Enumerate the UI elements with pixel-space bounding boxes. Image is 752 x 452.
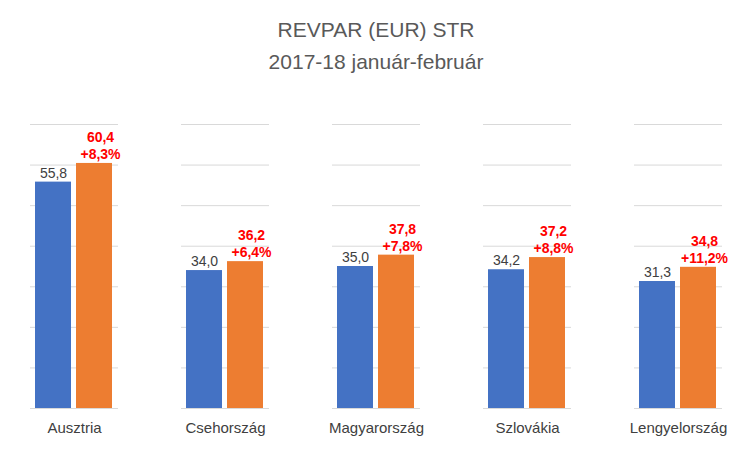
- svg-text:36,2: 36,2: [238, 227, 265, 243]
- svg-text:34,0: 34,0: [191, 253, 218, 269]
- svg-text:35,0: 35,0: [342, 249, 369, 265]
- svg-text:+7,8%: +7,8%: [382, 238, 423, 254]
- svg-text:+8,8%: +8,8%: [533, 240, 574, 256]
- svg-text:Csehország: Csehország: [185, 419, 265, 436]
- svg-text:+8,3%: +8,3%: [80, 146, 121, 162]
- svg-text:Magyarország: Magyarország: [329, 419, 424, 436]
- svg-text:Lengyelország: Lengyelország: [630, 419, 728, 436]
- html-text:REVPAR (EUR) STR: REVPAR (EUR) STR: [277, 18, 475, 41]
- svg-text:+11,2%: +11,2%: [681, 250, 729, 266]
- svg-text:Ausztria: Ausztria: [47, 419, 102, 436]
- svg-text:Szlovákia: Szlovákia: [495, 419, 560, 436]
- html-text:2017-18 január-február: 2017-18 január-február: [268, 50, 484, 73]
- svg-text:34,8: 34,8: [691, 233, 718, 249]
- svg-text:55,8: 55,8: [40, 165, 67, 181]
- svg-text:37,2: 37,2: [540, 223, 567, 239]
- svg-text:37,8: 37,8: [389, 221, 416, 237]
- svg-text:+6,4%: +6,4%: [231, 244, 272, 260]
- svg-text:31,3: 31,3: [644, 264, 671, 280]
- svg-text:60,4: 60,4: [87, 129, 114, 145]
- svg-text:34,2: 34,2: [493, 252, 520, 268]
